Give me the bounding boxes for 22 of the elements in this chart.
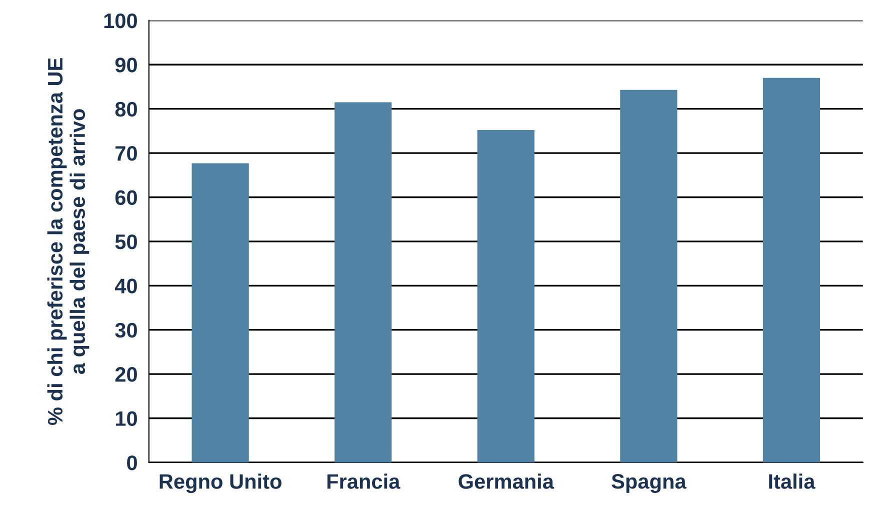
y-tick-label: 60 bbox=[115, 190, 137, 205]
x-tick-label: Regno Unito bbox=[160, 474, 282, 494]
bar bbox=[192, 163, 249, 462]
y-tick-label: 40 bbox=[114, 278, 137, 294]
y-tick-label: 0 bbox=[127, 455, 137, 470]
y-tick-label: 50 bbox=[115, 234, 137, 250]
y-axis-title: % di chi preferisce la competenza UE a quella del paese di arrivo bbox=[47, 58, 90, 426]
y-tick-label: 70 bbox=[116, 146, 137, 161]
y-tick-label: 80 bbox=[115, 102, 137, 117]
bar bbox=[334, 102, 392, 462]
bar bbox=[477, 130, 534, 462]
y-tick-label: 100 bbox=[104, 13, 137, 28]
x-tick-label: Spagna bbox=[612, 474, 686, 493]
y-tick-label: 10 bbox=[116, 411, 137, 426]
x-tick-label: Francia bbox=[327, 474, 400, 489]
y-tick-label: 30 bbox=[115, 322, 137, 338]
x-tick-label: Italia bbox=[769, 474, 816, 489]
y-tick-label: 20 bbox=[115, 367, 137, 382]
bar bbox=[762, 78, 820, 462]
bar bbox=[620, 90, 678, 462]
x-tick-label: Germania bbox=[458, 474, 554, 489]
y-tick-label: 90 bbox=[115, 58, 137, 72]
